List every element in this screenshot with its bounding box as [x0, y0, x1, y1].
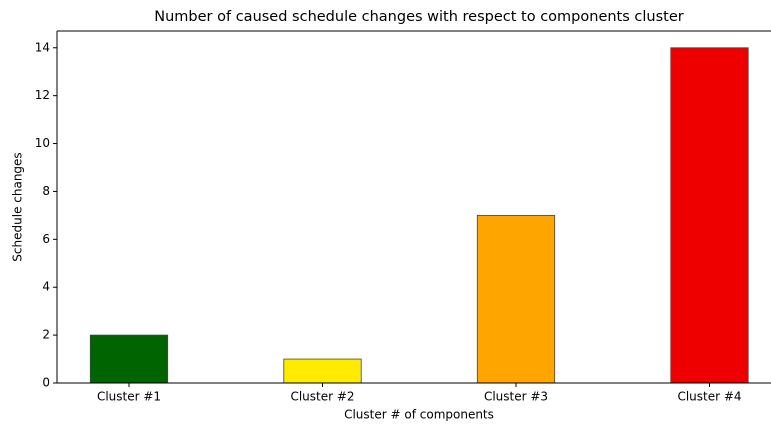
y-tick-label: 8 — [42, 184, 50, 198]
x-tick-label: Cluster #4 — [677, 390, 741, 404]
bar — [283, 358, 362, 384]
chart-title: Number of caused schedule changes with r… — [154, 9, 683, 25]
x-tick-label: Cluster #1 — [97, 390, 161, 404]
y-tick-label: 0 — [42, 376, 50, 390]
bar — [670, 47, 749, 384]
y-tick-label: 4 — [42, 280, 50, 294]
x-axis-label: Cluster # of components — [344, 408, 494, 422]
y-tick-label: 6 — [42, 232, 50, 246]
x-tick-label: Cluster #2 — [290, 390, 354, 404]
y-tick-label: 2 — [42, 328, 50, 342]
y-tick-label: 10 — [35, 136, 50, 150]
x-tick-label: Cluster #3 — [484, 390, 548, 404]
y-axis-label: Schedule changes — [11, 152, 25, 261]
bar — [476, 214, 556, 384]
y-tick-label: 12 — [35, 88, 50, 102]
bar — [89, 334, 169, 384]
y-tick-label: 14 — [35, 40, 50, 54]
